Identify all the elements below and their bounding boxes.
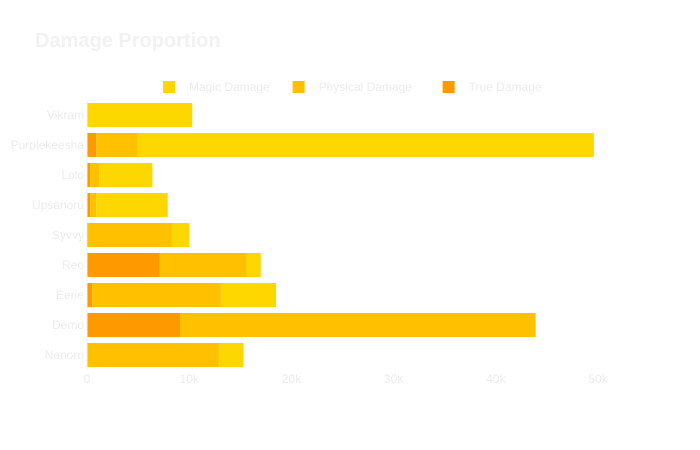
bar-8-1[interactable] bbox=[87, 343, 219, 367]
x-tick-label-3: 30k bbox=[384, 372, 404, 386]
bar-6-2[interactable] bbox=[220, 283, 277, 307]
y-tick-label-6: Eerie bbox=[56, 288, 84, 302]
legend-swatch-0[interactable] bbox=[163, 81, 175, 93]
bar-4-1[interactable] bbox=[88, 223, 172, 247]
legend-label-2[interactable]: True Damage bbox=[469, 80, 542, 94]
bar-3-0[interactable] bbox=[87, 193, 91, 217]
x-tick-label-5: 50k bbox=[588, 372, 608, 386]
bar-1-1[interactable] bbox=[96, 133, 138, 157]
x-tick-label-0: 0 bbox=[84, 372, 91, 386]
bar-1-0[interactable] bbox=[87, 133, 97, 157]
bar-6-1[interactable] bbox=[92, 283, 221, 307]
legend-label-1[interactable]: Physical Damage bbox=[319, 80, 413, 94]
y-tick-label-8: Nenorn bbox=[45, 348, 84, 362]
bar-0-2[interactable] bbox=[87, 103, 193, 127]
y-tick-label-5: Reo bbox=[62, 258, 84, 272]
bar-5-0[interactable] bbox=[87, 253, 160, 277]
x-tick-label-4: 40k bbox=[486, 372, 506, 386]
legend-swatch-1[interactable] bbox=[292, 81, 305, 93]
bar-4-2[interactable] bbox=[171, 223, 190, 247]
bar-7-0[interactable] bbox=[87, 313, 181, 337]
bar-6-0[interactable] bbox=[87, 283, 93, 307]
y-tick-label-0: Vikram bbox=[47, 108, 84, 122]
bar-7-1[interactable] bbox=[180, 313, 536, 337]
bar-2-1[interactable] bbox=[90, 163, 100, 187]
bar-3-2[interactable] bbox=[96, 193, 168, 217]
legend-swatch-2[interactable] bbox=[442, 81, 455, 93]
bar-2-2[interactable] bbox=[99, 163, 153, 187]
y-tick-label-1: Purplekeesha bbox=[11, 138, 85, 152]
bar-2-0[interactable] bbox=[87, 163, 91, 187]
bar-8-2[interactable] bbox=[218, 343, 244, 367]
chart-title: Damage Proportion bbox=[35, 30, 221, 52]
legend-label-0[interactable]: Magic Damage bbox=[189, 80, 270, 94]
y-tick-label-2: Lolo bbox=[61, 168, 84, 182]
bar-5-1[interactable] bbox=[159, 253, 247, 277]
bar-4-0[interactable] bbox=[87, 223, 89, 247]
bar-5-2[interactable] bbox=[246, 253, 261, 277]
y-tick-label-3: Upsanoru bbox=[32, 198, 84, 212]
bar-3-1[interactable] bbox=[90, 193, 97, 217]
x-tick-label-1: 10k bbox=[180, 372, 200, 386]
y-tick-label-4: Syvvy bbox=[52, 228, 84, 242]
y-tick-label-7: Demo bbox=[52, 318, 84, 332]
bar-1-2[interactable] bbox=[137, 133, 594, 157]
x-tick-label-2: 20k bbox=[282, 372, 302, 386]
